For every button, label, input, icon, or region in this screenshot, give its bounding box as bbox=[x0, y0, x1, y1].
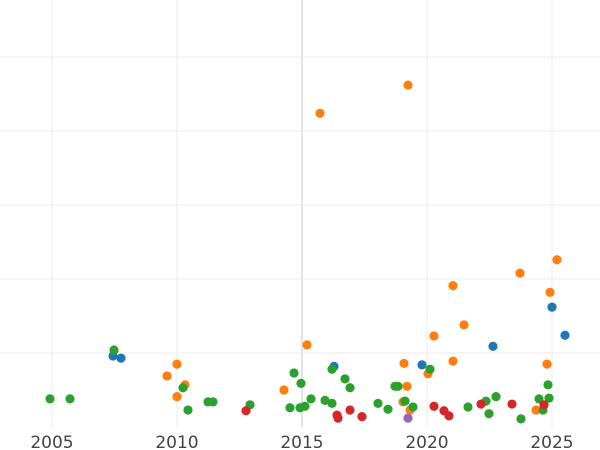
grid bbox=[0, 0, 600, 427]
data-point bbox=[515, 268, 525, 278]
x-tick-label: 2015 bbox=[280, 433, 323, 450]
data-point bbox=[459, 320, 469, 330]
data-point bbox=[45, 394, 55, 404]
data-point bbox=[306, 394, 316, 404]
data-point bbox=[429, 401, 439, 411]
data-point bbox=[302, 340, 312, 350]
data-point bbox=[403, 80, 413, 90]
data-point bbox=[488, 341, 498, 351]
data-point bbox=[373, 398, 383, 408]
data-point bbox=[296, 378, 306, 388]
x-tick-label: 2025 bbox=[530, 433, 573, 450]
data-point bbox=[208, 397, 218, 407]
data-point bbox=[417, 360, 427, 370]
data-point bbox=[531, 405, 541, 415]
data-point bbox=[285, 403, 295, 413]
x-tick-label: 2020 bbox=[405, 433, 448, 450]
data-point bbox=[320, 395, 330, 405]
data-point bbox=[345, 405, 355, 415]
data-point bbox=[327, 398, 337, 408]
data-point bbox=[448, 281, 458, 291]
data-point bbox=[357, 412, 367, 422]
data-point bbox=[333, 413, 343, 423]
data-point bbox=[383, 404, 393, 414]
data-point bbox=[544, 393, 554, 403]
data-point bbox=[545, 287, 555, 297]
data-point bbox=[345, 383, 355, 393]
data-point bbox=[491, 392, 501, 402]
data-point bbox=[429, 331, 439, 341]
data-point bbox=[403, 413, 413, 423]
data-point bbox=[539, 400, 549, 410]
data-point bbox=[463, 402, 473, 412]
data-point bbox=[393, 381, 403, 391]
data-point bbox=[162, 371, 172, 381]
data-point bbox=[178, 383, 188, 393]
data-point bbox=[116, 353, 126, 363]
data-point bbox=[543, 380, 553, 390]
data-point bbox=[400, 396, 410, 406]
data-point bbox=[560, 330, 570, 340]
data-point bbox=[399, 358, 409, 368]
data-point bbox=[172, 359, 182, 369]
x-tick-label: 2010 bbox=[155, 433, 198, 450]
data-point bbox=[552, 255, 562, 265]
data-point bbox=[315, 108, 325, 118]
data-point bbox=[425, 364, 435, 374]
data-point bbox=[542, 359, 552, 369]
data-point bbox=[327, 364, 337, 374]
data-point bbox=[65, 394, 75, 404]
data-point bbox=[340, 374, 350, 384]
data-point bbox=[279, 385, 289, 395]
data-point bbox=[109, 345, 119, 355]
data-point bbox=[516, 414, 526, 424]
data-point bbox=[402, 381, 412, 391]
data-point bbox=[183, 405, 193, 415]
data-point bbox=[289, 368, 299, 378]
data-point bbox=[476, 399, 486, 409]
x-tick-label: 2005 bbox=[30, 433, 73, 450]
data-point bbox=[484, 409, 494, 419]
data-point bbox=[547, 302, 557, 312]
data-point bbox=[444, 411, 454, 421]
data-point bbox=[172, 392, 182, 402]
x-axis-ticks: 2005 2010 2015 2020 2025 bbox=[30, 433, 573, 450]
data-point bbox=[408, 402, 418, 412]
data-point bbox=[448, 356, 458, 366]
data-point bbox=[241, 406, 251, 416]
data-point bbox=[300, 401, 310, 411]
points bbox=[45, 80, 570, 424]
data-point bbox=[507, 399, 517, 409]
